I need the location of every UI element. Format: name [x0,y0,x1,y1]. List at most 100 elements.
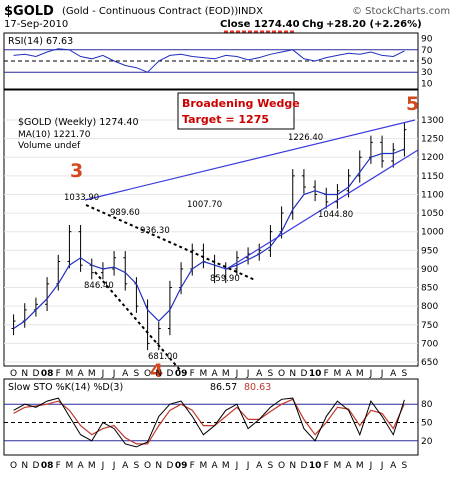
x-tick-label: S [134,369,140,379]
price-tick-1100: 1100 [421,190,444,200]
x-tick-label: M [356,369,364,379]
rsi-tick-50: 50 [421,57,433,67]
x-axis-middle: O N D 08 F M A M J J A S O N D 09 F M A M J J A S O N D 10 F M A M J J A S [10,369,408,379]
x-tick-label: O [278,461,285,471]
price-tick-1050: 1050 [421,209,444,219]
stoch-d-line [13,398,405,445]
chg-value: +28.20 (+2.26%) [326,19,422,30]
x-tick-label: A [390,461,397,471]
price-tick-1250: 1250 [421,135,444,145]
x-tick-label: O [278,369,285,379]
x-tick-label: M [66,369,74,379]
x-tick-label: J [235,369,239,379]
x-tick-label: F [324,461,329,471]
stoch-k-value: 86.57 [210,382,237,393]
price-tick-1000: 1000 [421,228,444,238]
x-tick-label: J [380,369,384,379]
x-tick-label: 10 [309,461,322,471]
x-tick-label: J [246,461,250,471]
stoch-tick-labels: 80 50 20 [421,400,433,447]
x-tick-label: M [334,461,342,471]
x-tick-label: 10 [309,369,322,379]
rsi-tick-90: 90 [421,35,433,45]
x-tick-label: J [112,369,116,379]
x-tick-label: F [56,369,61,379]
x-tick-label: J [369,461,373,471]
x-tick-label: O [10,369,17,379]
x-tick-label: D [32,461,39,471]
x-tick-label: M [356,461,364,471]
x-tick-label: A [211,369,218,379]
x-tick-label: N [289,369,296,379]
x-tick-label: N [155,369,162,379]
x-tick-label: 08 [41,461,54,471]
chg-label: Chg [302,19,324,30]
price-label-859: 859.90 [210,274,240,284]
close-value: 1274.40 [254,19,300,30]
stoch-k-line [13,397,405,448]
x-tick-label: O [144,369,151,379]
x-tick-label: F [324,369,329,379]
price-tick-labels: 1300 1250 1200 1150 1100 1050 1000 950 900 850 800… [421,116,444,368]
x-tick-label: A [390,369,397,379]
stoch-tick-50: 50 [421,419,433,429]
wave-5-label: 5 [406,93,419,115]
price-label-1033: 1033.90 [64,193,99,203]
legend-volume: Volume undef [18,141,81,151]
header-symbol: $GOLD [4,4,54,19]
legend-ma: MA(10) 1221.70 [18,130,91,140]
price-tick-900: 900 [421,265,438,275]
x-tick-label: N [155,461,162,471]
annotation-line1: Broadening Wedge [182,97,300,110]
price-tick-1200: 1200 [421,153,444,163]
x-tick-label: N [21,461,28,471]
x-tick-label: A [77,461,84,471]
dotted-channel-line [94,271,181,371]
wave-3-label: 3 [70,160,83,182]
x-tick-label: M [88,461,96,471]
x-tick-label: S [402,461,408,471]
stoch-tick-20: 20 [421,437,433,447]
x-tick-label: 08 [41,369,54,379]
x-tick-label: O [10,461,17,471]
x-tick-label: D [32,369,39,379]
rsi-tick-30: 30 [421,68,433,78]
legend-title: $GOLD (Weekly) 1274.40 [18,117,139,128]
price-bars [11,122,407,351]
stoch-tick-80: 80 [421,400,433,410]
x-tick-label: A [122,369,129,379]
x-tick-label: A [211,461,218,471]
price-tick-700: 700 [421,339,438,349]
stoch-label-prefix: Slow STO %K(14) %D(3) [8,382,123,393]
price-label-1007: 1007.70 [187,200,222,210]
rsi-tick-70: 70 [421,46,433,56]
x-tick-label: J [235,461,239,471]
rsi-grid [4,49,418,73]
x-tick-label: F [190,461,195,471]
x-tick-label: A [256,461,263,471]
ma-line [13,148,405,329]
annotation-box [177,92,295,130]
x-tick-label: F [190,369,195,379]
wave-4-label: 4 [150,360,163,382]
price-tick-1300: 1300 [421,116,444,126]
price-tick-950: 950 [421,246,438,256]
x-tick-label: M [334,369,342,379]
x-tick-label: J [101,369,105,379]
x-tick-label: M [200,369,208,379]
header-date: 17-Sep-2010 [4,19,68,30]
price-label-1226: 1226.40 [288,133,323,143]
x-tick-label: N [21,369,28,379]
price-label-846: 846.40 [84,281,114,291]
price-label-1044: 1044.80 [318,210,353,220]
header-name: (Gold - Continuous Contract (EOD)) [62,6,238,17]
wedge-upper-trendline [84,119,416,201]
price-tick-1150: 1150 [421,172,444,182]
x-tick-label: D [166,461,173,471]
price-tick-650: 650 [421,358,438,368]
price-label-681: 681.00 [148,352,178,362]
x-tick-label: J [369,369,373,379]
